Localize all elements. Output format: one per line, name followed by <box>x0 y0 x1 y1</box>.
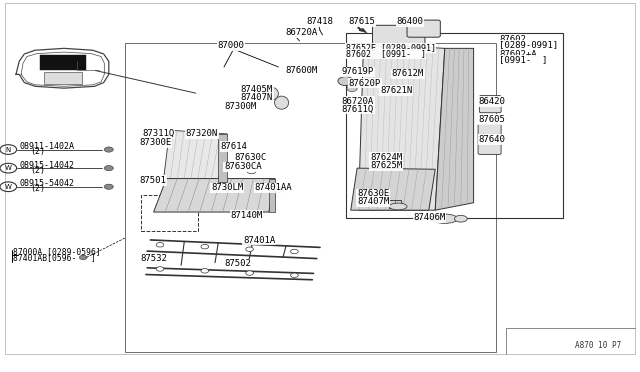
Text: 87401A: 87401A <box>243 235 275 244</box>
Text: 87625M: 87625M <box>370 161 402 170</box>
Text: 87640: 87640 <box>479 135 506 144</box>
Text: 87501: 87501 <box>140 176 166 185</box>
Text: 87602+A: 87602+A <box>499 49 537 58</box>
Text: 08915-14042: 08915-14042 <box>19 161 74 170</box>
FancyBboxPatch shape <box>372 25 425 46</box>
Text: 87652E [0289-0991]: 87652E [0289-0991] <box>346 43 436 52</box>
Text: 87620P: 87620P <box>349 78 381 87</box>
Text: W: W <box>5 184 12 190</box>
FancyArrow shape <box>357 27 367 33</box>
Text: 87311Q: 87311Q <box>142 129 174 138</box>
Text: 87630E: 87630E <box>357 189 389 198</box>
Circle shape <box>338 77 353 86</box>
Ellipse shape <box>264 87 278 100</box>
Text: 87602: 87602 <box>499 35 526 44</box>
Bar <box>346 33 563 218</box>
Text: 86720A: 86720A <box>342 97 374 106</box>
Text: [0289-0991]: [0289-0991] <box>499 41 558 49</box>
Text: 87000: 87000 <box>218 41 244 50</box>
Text: 08915-54042: 08915-54042 <box>19 179 74 188</box>
Text: 87614: 87614 <box>221 142 248 151</box>
Text: 87401AA: 87401AA <box>255 183 292 192</box>
Polygon shape <box>163 130 227 182</box>
Bar <box>125 43 496 352</box>
FancyBboxPatch shape <box>479 96 501 113</box>
Text: (2): (2) <box>31 166 45 174</box>
Text: 08911-1402A: 08911-1402A <box>19 142 74 151</box>
Text: 87502: 87502 <box>224 259 251 268</box>
Circle shape <box>104 147 113 152</box>
Text: 87140M: 87140M <box>230 211 262 219</box>
Circle shape <box>246 247 253 251</box>
Circle shape <box>247 169 256 174</box>
Text: 87602  [0991-  ]: 87602 [0991- ] <box>346 49 426 58</box>
Circle shape <box>347 86 357 92</box>
Circle shape <box>201 244 209 249</box>
Ellipse shape <box>275 96 289 109</box>
Text: 87630CA: 87630CA <box>224 162 262 171</box>
Text: 87611Q: 87611Q <box>342 105 374 113</box>
Text: 87605: 87605 <box>479 115 506 124</box>
Text: 87320N: 87320N <box>186 129 218 138</box>
Polygon shape <box>218 134 227 182</box>
Circle shape <box>104 184 113 189</box>
Circle shape <box>156 267 164 271</box>
Text: 86420: 86420 <box>479 97 506 106</box>
Text: 87406M: 87406M <box>413 213 445 222</box>
Text: 87407N: 87407N <box>241 93 273 102</box>
Text: (2): (2) <box>31 184 45 193</box>
Polygon shape <box>351 168 435 210</box>
Text: 87401AB[0596-   ]: 87401AB[0596- ] <box>13 253 95 262</box>
Text: 87624M: 87624M <box>370 153 402 162</box>
Bar <box>44 72 82 84</box>
Text: 87615: 87615 <box>349 17 376 26</box>
Bar <box>141 195 198 231</box>
Text: 8730LM: 8730LM <box>211 183 243 192</box>
Text: A870 10 P7: A870 10 P7 <box>575 341 621 350</box>
Text: 87405M: 87405M <box>241 85 273 94</box>
Circle shape <box>247 160 256 165</box>
Polygon shape <box>269 179 275 212</box>
Text: 97619P: 97619P <box>342 67 374 76</box>
Circle shape <box>246 271 253 275</box>
Circle shape <box>274 187 283 192</box>
Ellipse shape <box>389 203 407 210</box>
Text: 87532: 87532 <box>141 254 168 263</box>
Text: 87300M: 87300M <box>224 102 256 110</box>
Ellipse shape <box>454 215 467 222</box>
Circle shape <box>156 243 164 247</box>
Text: 87600M: 87600M <box>285 65 317 74</box>
Text: 87612M: 87612M <box>392 69 424 78</box>
FancyBboxPatch shape <box>478 124 501 154</box>
Circle shape <box>104 166 113 171</box>
Circle shape <box>291 249 298 254</box>
Circle shape <box>201 269 209 273</box>
Text: 87418: 87418 <box>306 17 333 26</box>
Circle shape <box>79 255 87 260</box>
Text: [0991-  ]: [0991- ] <box>499 55 548 64</box>
Text: 86400: 86400 <box>397 17 424 26</box>
Polygon shape <box>358 44 445 210</box>
FancyBboxPatch shape <box>407 20 440 37</box>
Text: N: N <box>6 147 11 153</box>
Text: (2): (2) <box>31 147 45 156</box>
Polygon shape <box>435 48 474 210</box>
Ellipse shape <box>432 214 458 223</box>
Text: 87300E: 87300E <box>140 138 172 147</box>
Text: W: W <box>5 165 12 171</box>
Text: 86720A: 86720A <box>285 28 317 37</box>
Text: 87407M: 87407M <box>357 197 389 206</box>
Text: 87000A [0289-0596]: 87000A [0289-0596] <box>13 247 100 256</box>
Bar <box>40 55 86 70</box>
Circle shape <box>291 273 298 278</box>
Text: 87621N: 87621N <box>380 86 412 95</box>
Text: 87630C: 87630C <box>234 153 266 162</box>
Polygon shape <box>154 179 275 212</box>
